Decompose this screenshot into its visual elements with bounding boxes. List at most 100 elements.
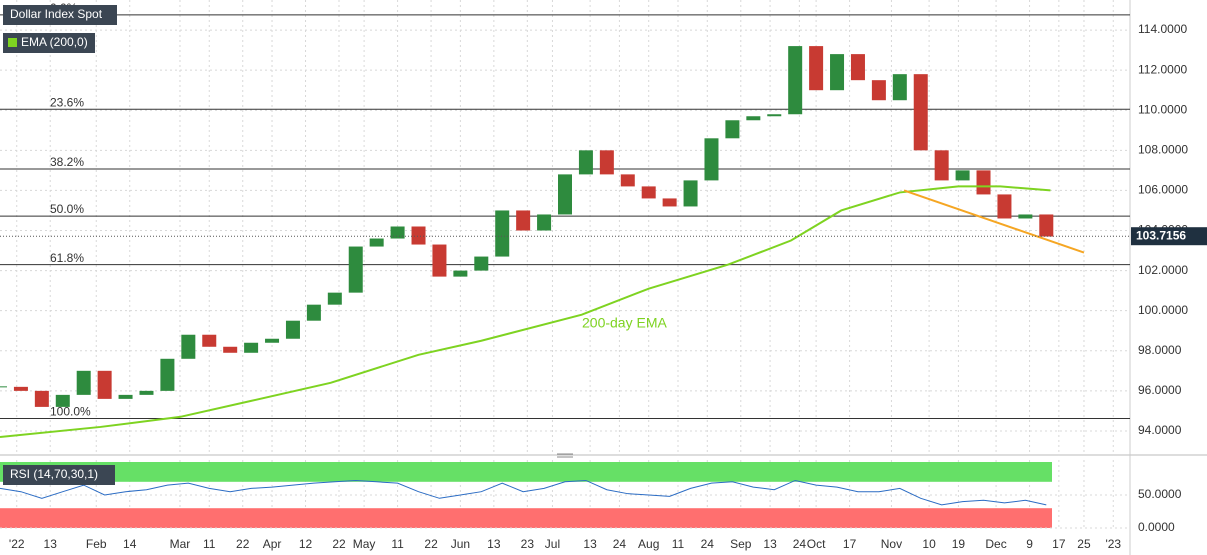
candle [955,170,970,181]
candle [244,342,259,353]
candle [139,390,154,395]
x-tick-label: 22 [332,537,346,551]
x-tick-label: 24 [793,537,807,551]
y-tick-label: 114.0000 [1138,22,1187,36]
y-tick-label: 100.0000 [1138,303,1188,317]
rsi-line [0,479,1047,506]
candle [474,256,489,271]
candle [1018,214,1033,219]
x-tick-label: 13 [583,537,597,551]
indicator-label: EMA (200,0) [21,35,88,49]
y-tick-label: 112.0000 [1138,62,1187,76]
x-tick-label: Sep [730,537,752,551]
x-tick-label: '22 [9,537,25,551]
oversold-zone [0,508,1052,528]
y-tick-label: 98.0000 [1138,343,1182,357]
rsi-title-box [3,465,115,485]
candle [850,54,865,81]
x-tick-label: Jul [545,537,560,551]
overbought-zone [0,462,1052,482]
fib-label: 61.8% [50,251,84,265]
candle [432,244,447,277]
y-tick-label: 108.0000 [1138,143,1188,157]
candle [76,370,91,395]
ema-line [0,185,1051,438]
x-tick-label: 12 [299,537,313,551]
candle [662,198,677,207]
candle [160,358,175,391]
candle [495,210,510,257]
candle [285,320,300,339]
x-tick-label: Jun [451,537,470,551]
x-tick-label: 11 [203,537,216,551]
candle [641,186,656,199]
candle [578,150,593,175]
y-tick-label: 96.0000 [1138,383,1182,397]
candle [265,338,280,343]
candle [348,246,363,293]
rsi-title: RSI (14,70,30,1) [10,467,98,481]
candle [599,150,614,175]
fib-label: 50.0% [50,202,84,216]
x-tick-label: Nov [881,537,902,551]
y-tick-label: 110.0000 [1138,102,1187,116]
candle [202,334,217,347]
x-tick-label: 22 [236,537,250,551]
title-box [3,5,117,25]
x-tick-label: Oct [807,537,826,551]
candle [830,54,845,91]
candle [453,270,468,277]
x-tick-label: Apr [263,537,282,551]
candle [327,292,342,305]
candle [620,174,635,187]
x-tick-label: 24 [613,537,627,551]
candle [1039,214,1054,237]
x-tick-label: 17 [843,537,857,551]
x-tick-label: Feb [86,537,107,551]
candle [97,370,112,399]
x-tick-label: Aug [638,537,659,551]
candle [55,394,70,407]
candle [306,304,321,321]
indicator-box [3,33,95,53]
x-tick-label: 11 [391,537,404,551]
candle [788,46,803,115]
candle [390,226,405,239]
candle [118,394,133,399]
x-tick-label: 23 [521,537,535,551]
x-tick-label: 25 [1077,537,1091,551]
last-price-box [1131,227,1207,246]
chart-title: Dollar Index Spot [10,7,103,21]
candle [976,170,991,195]
x-tick-label: 10 [922,537,936,551]
candle [809,46,824,91]
candle [516,210,531,231]
y-tick-label: 94.0000 [1138,423,1182,437]
candle [746,116,761,121]
y-tick-label: 0.0000 [1138,520,1175,534]
x-tick-label: Dec [985,537,1006,551]
candle [13,386,28,391]
indicator-swatch [8,38,17,47]
candle [934,150,949,181]
fib-label: 100.0% [50,405,91,419]
ema-annotation: 200-day EMA [582,315,667,331]
x-tick-label: 11 [672,537,685,551]
x-tick-label: 13 [44,537,58,551]
candle [913,74,928,151]
candle [871,80,886,101]
trendline [903,189,1085,254]
candle [725,120,740,139]
y-tick-label: 106.0000 [1138,183,1188,197]
candle [411,226,426,245]
x-tick-label: May [353,537,376,551]
candle [997,194,1012,219]
x-tick-label: 9 [1026,537,1033,551]
y-tick-label: 102.0000 [1138,263,1188,277]
x-tick-label: 24 [701,537,715,551]
fib-label: 23.6% [50,95,84,109]
x-tick-label: 13 [763,537,777,551]
candle [537,214,552,231]
candle [892,74,907,101]
x-tick-label: Mar [170,537,191,551]
